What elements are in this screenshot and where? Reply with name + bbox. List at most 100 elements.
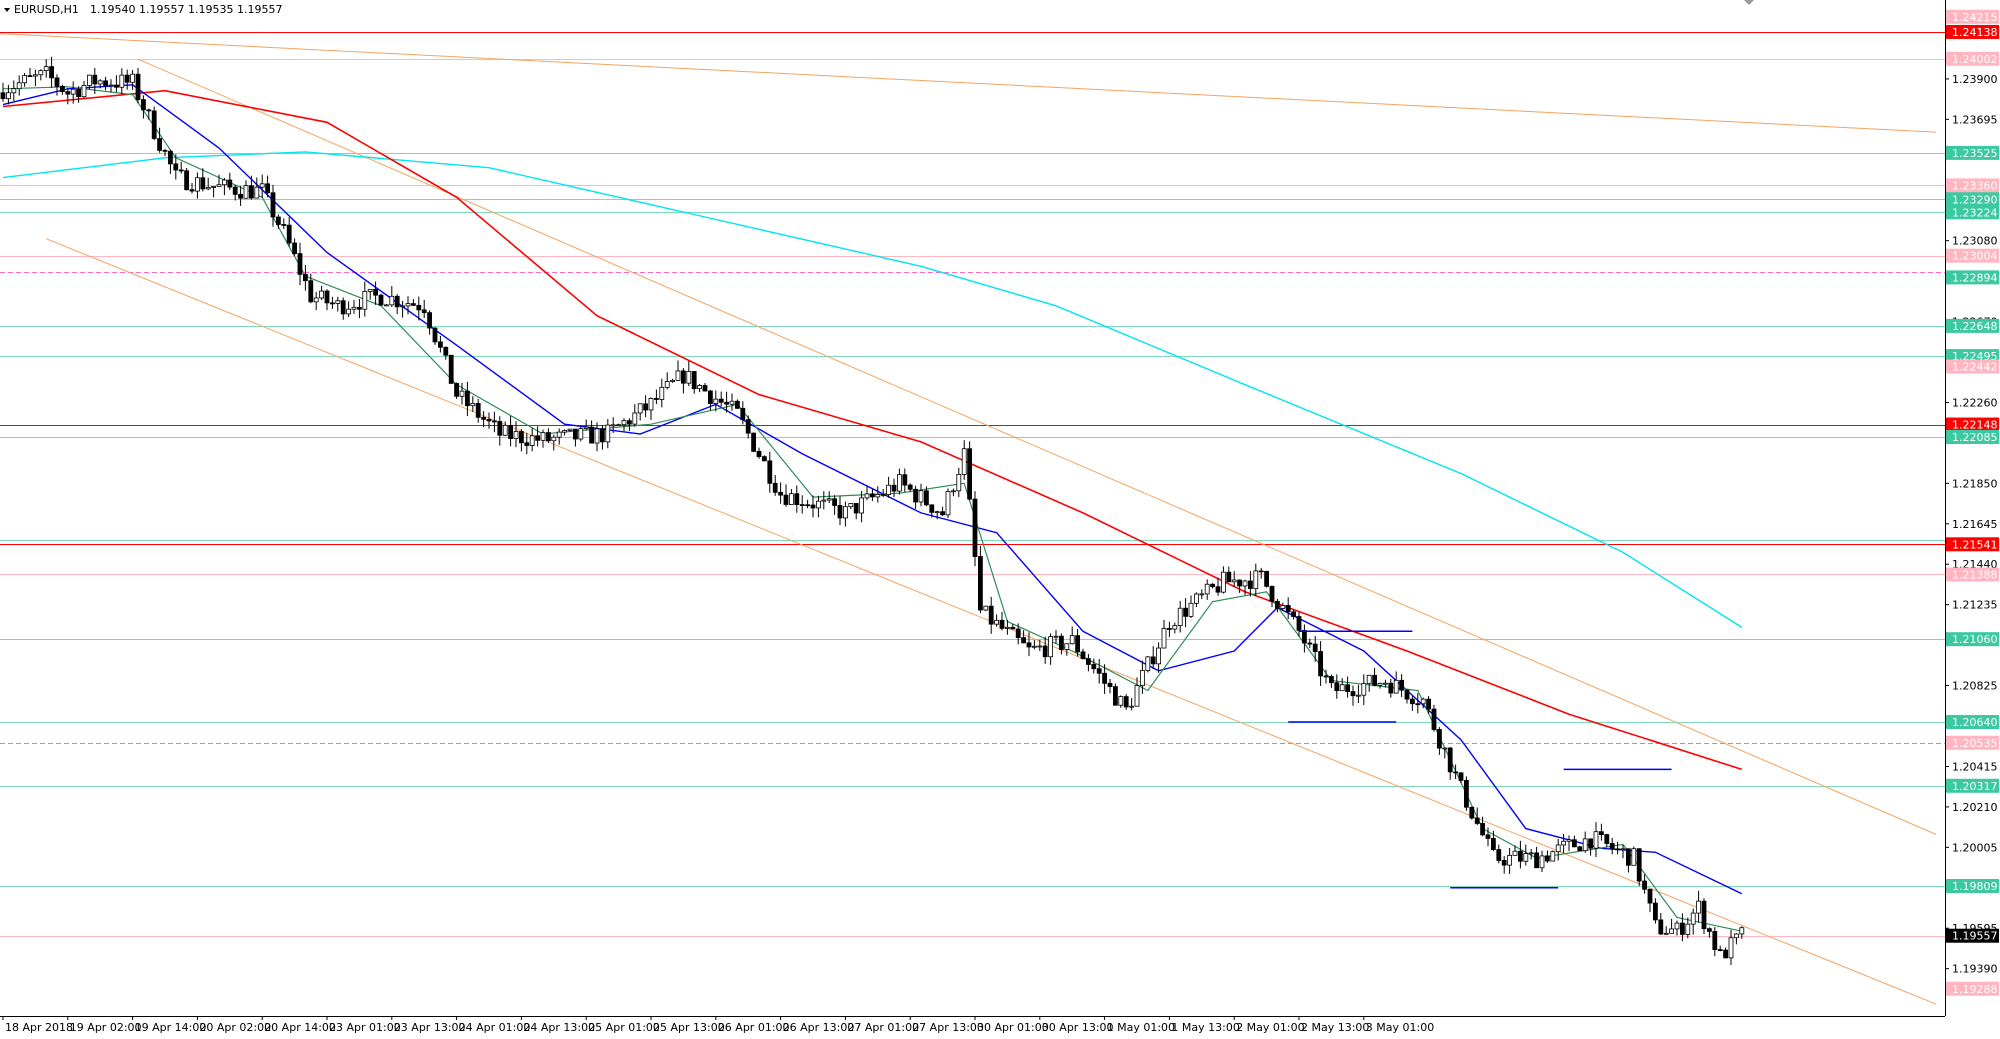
candle <box>1669 918 1674 934</box>
candle <box>1577 845 1583 852</box>
candle <box>1129 697 1134 711</box>
candle <box>1518 840 1523 869</box>
candle <box>826 491 832 504</box>
candle <box>378 293 384 306</box>
candle <box>1318 641 1323 686</box>
price-axis-labels: 1.242151.241381.240021.235251.233601.232… <box>1946 9 1999 996</box>
candle <box>664 372 670 390</box>
candle <box>87 74 92 90</box>
candle <box>934 510 940 520</box>
candle <box>43 59 49 78</box>
candle <box>254 177 260 199</box>
candle <box>302 264 308 291</box>
candle <box>405 296 411 315</box>
candle <box>394 294 400 315</box>
candle <box>33 69 38 87</box>
candle <box>1334 674 1340 699</box>
candle <box>1113 683 1118 706</box>
candle <box>470 396 476 412</box>
candle <box>1377 682 1383 689</box>
candle <box>1361 674 1367 706</box>
price-label-bg <box>1946 205 1999 220</box>
candle <box>551 434 557 451</box>
candle <box>1372 667 1377 687</box>
candle <box>1545 850 1550 864</box>
candle <box>1291 609 1296 620</box>
candle <box>356 298 362 319</box>
candle <box>76 86 81 103</box>
candle <box>410 299 416 307</box>
candle <box>1032 640 1037 650</box>
candle <box>135 67 141 104</box>
price-label: 1.24002 <box>1952 53 1998 66</box>
y-tick-label: 1.23695 <box>1952 113 1998 126</box>
candle <box>1123 694 1129 710</box>
candle <box>600 425 605 450</box>
candle <box>1426 696 1431 714</box>
candle <box>248 175 254 200</box>
candle <box>1582 831 1588 853</box>
x-tick-label: 1 May 13:00 <box>1171 1021 1239 1034</box>
candle <box>713 390 719 412</box>
candle <box>1194 592 1199 608</box>
candle <box>605 419 611 449</box>
x-tick-label: 27 Apr 01:00 <box>847 1021 919 1034</box>
price-label: 1.22442 <box>1952 361 1998 374</box>
candle <box>1496 844 1502 864</box>
candle <box>691 371 697 394</box>
price-label: 1.20317 <box>1952 780 1998 793</box>
candle <box>232 184 238 201</box>
price-label-bg <box>1946 981 1999 996</box>
scroll-marker-icon[interactable] <box>1744 0 1754 5</box>
candle <box>324 289 330 311</box>
candle <box>38 69 44 81</box>
candle <box>1474 807 1480 826</box>
candle <box>1296 612 1302 637</box>
candle <box>1653 898 1658 924</box>
candle <box>146 108 152 120</box>
candle <box>1253 563 1259 597</box>
candle <box>1037 639 1043 652</box>
candle <box>227 172 233 191</box>
candle <box>513 421 519 448</box>
candle <box>1442 747 1448 759</box>
candle <box>70 81 76 104</box>
candle <box>243 180 249 199</box>
candle <box>400 300 406 318</box>
candle <box>103 76 108 91</box>
x-tick-label: 18 Apr 2018 <box>5 1021 73 1034</box>
candle <box>1663 926 1669 935</box>
candle <box>151 106 157 141</box>
candle <box>751 432 756 453</box>
candle <box>340 297 346 320</box>
candle <box>286 217 292 247</box>
candle <box>1604 833 1610 848</box>
candle <box>1156 642 1161 673</box>
candle <box>362 281 368 317</box>
candle <box>756 447 762 459</box>
candle <box>1593 822 1599 858</box>
price-label: 1.20535 <box>1952 737 1998 750</box>
price-label-bg <box>1946 145 1999 160</box>
candle <box>1658 912 1664 935</box>
candle <box>1059 633 1064 655</box>
candle <box>1739 926 1745 939</box>
ma-fast-line <box>2 86 1742 932</box>
price-label-bg <box>1946 632 1999 647</box>
price-label-bg <box>1946 178 1999 193</box>
price-label: 1.23525 <box>1952 147 1998 160</box>
x-tick-label: 20 Apr 02:00 <box>199 1021 271 1034</box>
candle <box>1491 830 1496 852</box>
candle <box>97 79 103 89</box>
candle <box>211 185 217 198</box>
collapse-triangle-icon[interactable] <box>4 8 10 12</box>
price-label: 1.23004 <box>1952 250 1998 263</box>
candle <box>724 391 729 413</box>
candle <box>1599 823 1604 841</box>
candle <box>416 296 422 321</box>
ma-slow-line <box>2 89 1743 771</box>
candle <box>729 393 735 411</box>
candle <box>1096 658 1102 684</box>
